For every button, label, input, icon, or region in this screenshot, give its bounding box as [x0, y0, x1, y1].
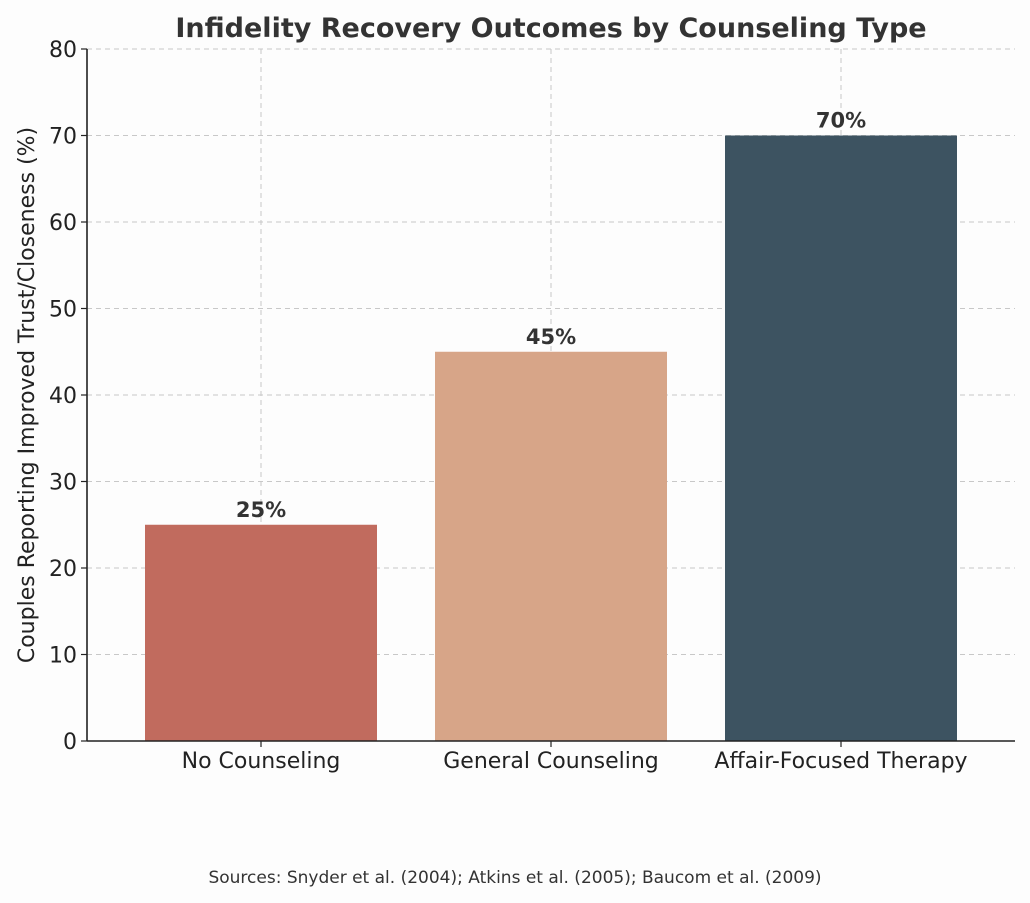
y-tick-label: 80	[49, 38, 77, 63]
data-labels: 25% 45% 70%	[236, 109, 866, 522]
y-axis-label: Couples Reporting Improved Trust/Closene…	[15, 127, 40, 663]
x-tick-label: No Counseling	[182, 749, 341, 774]
y-tick-labels: 0 10 20 30 40 50 60 70 80	[49, 38, 87, 755]
y-tick-label: 70	[49, 125, 77, 150]
bar	[435, 351, 667, 741]
y-tick-label: 20	[49, 557, 77, 582]
x-tick-label: General Counseling	[443, 749, 659, 774]
y-tick-label: 40	[49, 384, 77, 409]
y-tick-label: 50	[49, 298, 77, 323]
data-label: 25%	[236, 498, 286, 522]
bar	[145, 524, 377, 741]
y-tick-label: 30	[49, 471, 77, 496]
bar	[725, 135, 957, 741]
chart-title: Infidelity Recovery Outcomes by Counseli…	[175, 13, 926, 44]
y-tick-label: 60	[49, 211, 77, 236]
data-label: 70%	[816, 109, 866, 133]
y-tick-label: 10	[49, 644, 77, 669]
x-tick-labels: No Counseling General Counseling Affair-Fo…	[182, 741, 968, 774]
sources-note: Sources: Snyder et al. (2004); Atkins et…	[208, 868, 822, 888]
data-label: 45%	[526, 325, 576, 349]
y-tick-label: 0	[63, 730, 77, 755]
x-tick-label: Affair-Focused Therapy	[714, 749, 967, 774]
bars	[145, 135, 957, 741]
